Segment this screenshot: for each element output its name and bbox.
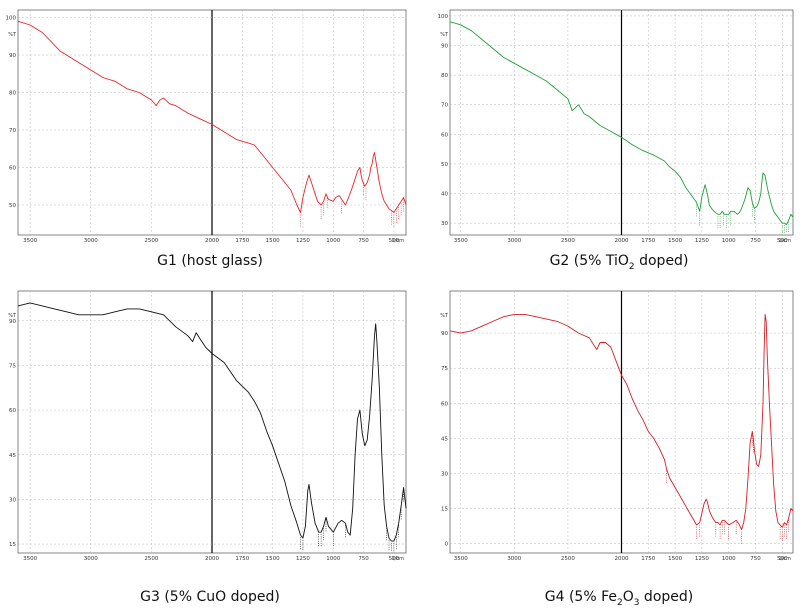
x-tick-label: 1250 (296, 238, 310, 244)
x-tick-label: 3000 (507, 556, 521, 562)
spectrum-chart-g3: 3500 3000 2500 2000 1750 1500 1250 1000 750 500 90… (8, 290, 407, 562)
y-tick-label: 60 (441, 401, 448, 407)
spectrum-line (449, 313, 794, 531)
x-tick-label: 750 (358, 238, 369, 244)
x-tick-label: 3500 (454, 238, 468, 244)
x-tick-label: 1250 (695, 556, 709, 562)
spectrum-line (17, 20, 407, 213)
y-tick-label: 75 (9, 363, 16, 369)
chart-caption-g2: G2 (5% TiO2 doped) (549, 253, 689, 272)
x-tick-label: 1000 (326, 556, 340, 562)
x-tick-label: 1750 (641, 556, 655, 562)
y-tick-label: 50 (9, 203, 16, 209)
y-tick-label: 75 (441, 366, 448, 372)
x-unit-label: 1/cm (392, 238, 405, 244)
x-tick-label: 1500 (668, 238, 682, 244)
y-tick-label: 45 (9, 453, 16, 459)
y-tick-label: 90 (441, 331, 448, 337)
x-tick-label: 3500 (23, 556, 37, 562)
x-tick-label: 2500 (144, 238, 158, 244)
y-tick-label: 40 (441, 192, 448, 198)
x-tick-label: 1250 (695, 238, 709, 244)
x-tick-label: 1750 (641, 238, 655, 244)
y-tick-label: 90 (9, 53, 16, 59)
y-tick-label: 80 (441, 73, 448, 79)
x-tick-label: 750 (750, 556, 761, 562)
chart-caption-g1: G1 (host glass) (157, 253, 263, 269)
x-tick-label: 1250 (296, 556, 310, 562)
x-tick-label: 500 (389, 238, 400, 244)
x-tick-label: 1000 (722, 556, 736, 562)
y-unit-label: %T (440, 313, 449, 319)
chart-panel-g1: 3500 3000 2500 2000 1750 1500 1250 1000 750 500 10… (0, 0, 407, 282)
x-unit-label: 1/cm (779, 556, 792, 562)
y-tick-label: 50 (441, 162, 448, 168)
x-tick-label: 2000 (205, 556, 219, 562)
y-tick-label: 60 (9, 408, 16, 414)
chart-caption-g3: G3 (5% CuO doped) (140, 589, 280, 605)
x-tick-label: 2000 (615, 238, 629, 244)
y-tick-label: 30 (441, 471, 448, 477)
y-tick-label: 100 (438, 14, 449, 20)
spectrum-line (449, 21, 794, 226)
chart-panel-g3: 3500 3000 2500 2000 1750 1500 1250 1000 750 500 90… (0, 282, 407, 612)
x-tick-label: 2000 (205, 238, 219, 244)
x-tick-label: 3500 (23, 238, 37, 244)
x-unit-label: 1/cm (779, 238, 792, 244)
y-tick-label: 90 (9, 319, 16, 325)
chart-panel-g2: 3500 3000 2500 2000 1750 1500 1250 1000 750 500 10… (405, 0, 809, 282)
x-tick-label: 500 (777, 238, 788, 244)
x-tick-label: 1000 (722, 238, 736, 244)
y-tick-label: 80 (9, 91, 16, 97)
y-tick-label: 30 (9, 497, 16, 503)
spectrum-chart-g1: 3500 3000 2500 2000 1750 1500 1250 1000 750 500 10… (6, 9, 407, 244)
x-tick-label: 2000 (615, 556, 629, 562)
x-tick-label: 500 (777, 556, 788, 562)
x-tick-label: 3500 (454, 556, 468, 562)
y-tick-label: 45 (441, 436, 448, 442)
x-tick-label: 1500 (266, 556, 280, 562)
x-tick-label: 750 (750, 238, 761, 244)
y-tick-label: 15 (9, 542, 16, 548)
x-tick-label: 500 (389, 556, 400, 562)
x-tick-label: 2500 (561, 238, 575, 244)
y-unit-label: %T (8, 32, 17, 38)
x-tick-label: 750 (358, 556, 369, 562)
chart-panel-g4: 3500 3000 2500 2000 1750 1500 1250 1000 750 500 90… (405, 282, 809, 612)
spectrum-line (17, 302, 407, 542)
x-tick-label: 1000 (326, 238, 340, 244)
x-tick-label: 1500 (668, 556, 682, 562)
x-unit-label: 1/cm (392, 556, 405, 562)
x-tick-label: 3000 (84, 556, 98, 562)
y-unit-label: %T (8, 313, 17, 319)
x-tick-label: 1500 (266, 238, 280, 244)
x-tick-label: 2500 (561, 556, 575, 562)
chart-caption-g4: G4 (5% Fe2O3 doped) (544, 589, 694, 608)
x-tick-label: 1750 (235, 238, 249, 244)
y-tick-label: 70 (9, 128, 16, 134)
y-tick-label: 60 (9, 166, 16, 172)
y-tick-label: 30 (441, 221, 448, 227)
x-tick-label: 3000 (84, 238, 98, 244)
y-tick-label: 90 (441, 44, 448, 50)
y-unit-label: %T (440, 32, 449, 38)
x-tick-label: 1750 (235, 556, 249, 562)
y-tick-label: 100 (6, 16, 17, 22)
y-tick-label: 15 (441, 507, 448, 513)
x-tick-label: 2500 (144, 556, 158, 562)
y-tick-label: 0 (445, 542, 449, 548)
y-tick-label: 70 (441, 103, 448, 109)
y-tick-label: 60 (441, 132, 448, 138)
spectrum-chart-g2: 3500 3000 2500 2000 1750 1500 1250 1000 750 500 10… (438, 9, 794, 244)
spectrum-chart-g4: 3500 3000 2500 2000 1750 1500 1250 1000 750 50090… (440, 290, 794, 562)
x-tick-label: 3000 (507, 238, 521, 244)
